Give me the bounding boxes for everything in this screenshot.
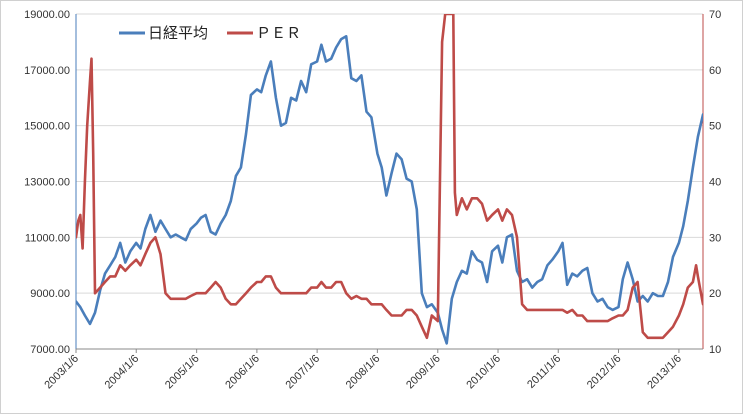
series-layer <box>76 14 703 345</box>
y-right-tick-label: 40 <box>709 177 721 189</box>
y-right-tick-label: 60 <box>709 65 721 77</box>
y-left-tick-label: 9000.00 <box>30 288 70 300</box>
legend-label: 日経平均 <box>148 25 208 42</box>
legend-label: ＰＥＲ <box>256 25 301 42</box>
series-line-per <box>76 14 703 340</box>
y-left-tick-label: 15000.00 <box>24 121 70 133</box>
y-left-tick-label: 19000.00 <box>24 9 70 21</box>
y-right-tick-label: 70 <box>709 9 721 21</box>
y-right-tick-label: 50 <box>709 121 721 133</box>
y-right-tick-label: 30 <box>709 232 721 244</box>
series-line-nikkei <box>76 35 703 345</box>
y-left-tick-label: 17000.00 <box>24 65 70 77</box>
y-left-tick-label: 13000.00 <box>24 177 70 189</box>
y-left-tick-label: 7000.00 <box>30 344 70 356</box>
y-left-tick-label: 11000.00 <box>25 232 70 244</box>
y-right-tick-label: 10 <box>709 344 721 356</box>
y-right-tick-label: 20 <box>709 288 721 300</box>
legend: 日経平均 ＰＥＲ <box>119 25 301 42</box>
